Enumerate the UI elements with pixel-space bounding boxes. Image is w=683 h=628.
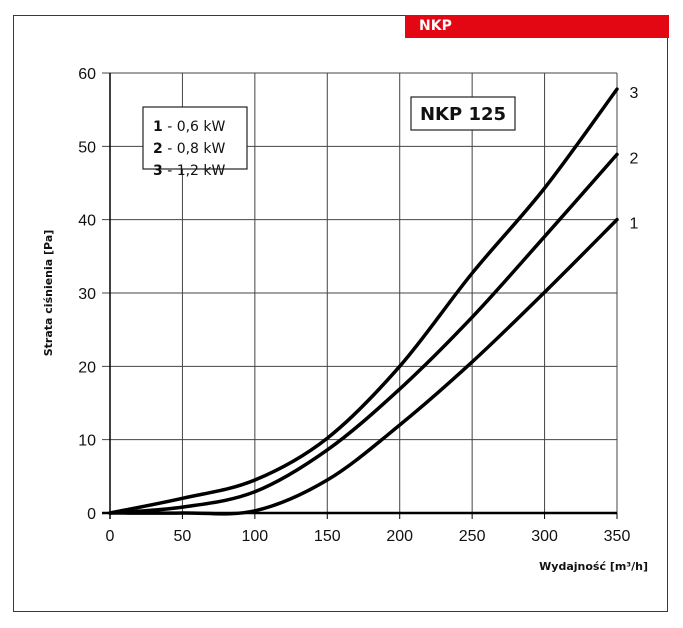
y-tick-label: 20 <box>78 359 96 376</box>
chart-title: NKP 125 <box>420 104 506 125</box>
x-tick-label: 250 <box>459 528 486 545</box>
y-tick-label: 50 <box>78 139 96 156</box>
y-tick-label: 0 <box>87 506 96 523</box>
title-box: NKP 125 <box>410 96 516 131</box>
header-banner: NKP <box>405 15 669 38</box>
chart-frame <box>13 15 668 612</box>
x-tick-label: 0 <box>106 528 115 545</box>
y-axis-label: Strata ciśnienia [Pa] <box>42 230 55 357</box>
curves <box>108 87 619 516</box>
y-tick-label: 60 <box>78 66 96 83</box>
curve-3 <box>108 87 619 515</box>
y-tick-label: 40 <box>78 213 96 230</box>
legend-entry-2: 2 - 0,8 kW <box>153 141 226 157</box>
x-tick-label: 300 <box>531 528 558 545</box>
curve-label-3: 3 <box>630 85 639 102</box>
y-tick-label: 10 <box>78 433 96 450</box>
title-frame <box>410 96 516 131</box>
curve-2 <box>108 152 619 515</box>
x-tick-label: 50 <box>174 528 192 545</box>
legend-frame <box>142 106 248 170</box>
curve-label-2: 2 <box>630 150 639 167</box>
x-tick-label: 100 <box>242 528 269 545</box>
x-tick-label: 350 <box>604 528 631 545</box>
legend-box: 1 - 0,6 kW 2 - 0,8 kW 3 - 1,2 kW <box>142 106 248 179</box>
banner-label: NKP <box>419 18 452 34</box>
tick-labels: 0 50 100 150 200 250 300 350 0 10 20 30 40 50 60 <box>78 66 630 545</box>
legend-entry-1: 1 - 0,6 kW <box>153 119 226 135</box>
y-tick-label: 30 <box>78 286 96 303</box>
curve-label-1: 1 <box>630 216 639 233</box>
curve-1 <box>108 217 619 516</box>
curve-labels: 1 2 3 <box>630 85 639 233</box>
legend-entry-3: 3 - 1,2 kW <box>153 163 226 179</box>
x-tick-label: 200 <box>386 528 413 545</box>
x-tick-label: 150 <box>314 528 341 545</box>
x-axis-label: Wydajność [m³/h] <box>539 560 648 573</box>
